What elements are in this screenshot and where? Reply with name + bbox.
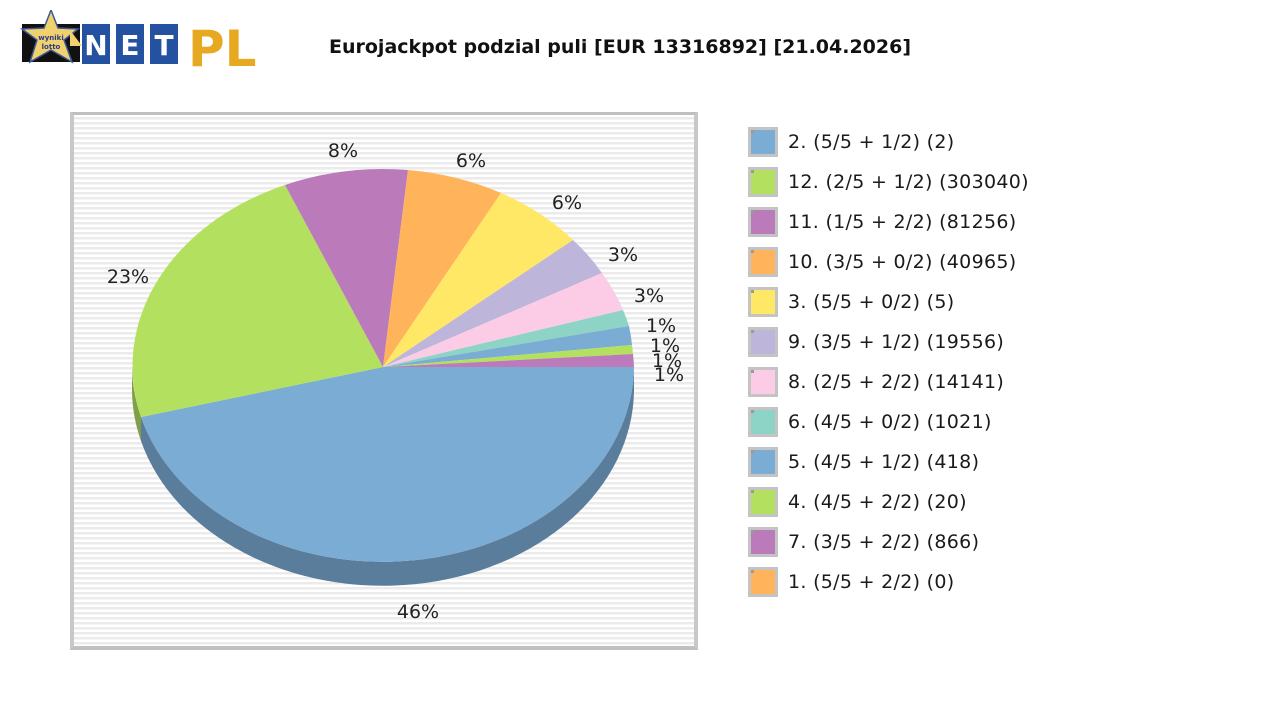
legend-label: 7. (3/5 + 2/2) (866)	[788, 531, 980, 553]
slice-9	[383, 240, 602, 367]
svg-text:wyniki: wyniki	[38, 34, 63, 42]
legend-swatch	[748, 407, 778, 437]
legend-item: 12. (2/5 + 1/2) (303040)	[748, 162, 1029, 202]
legend-item: 8. (2/5 + 2/2) (14141)	[748, 362, 1029, 402]
chart-title: Eurojackpot podzial puli [EUR 13316892] …	[329, 36, 912, 58]
legend-item: 6. (4/5 + 0/2) (1021)	[748, 402, 1029, 442]
legend-swatch	[748, 127, 778, 157]
slice-12	[132, 185, 383, 417]
legend-label: 12. (2/5 + 1/2) (303040)	[788, 171, 1029, 193]
legend-swatch	[748, 527, 778, 557]
svg-text:3%: 3%	[634, 285, 664, 307]
svg-text:T: T	[154, 29, 173, 62]
svg-text:6%: 6%	[456, 150, 486, 172]
slice-5	[383, 326, 632, 367]
legend-swatch	[748, 567, 778, 597]
pie-plot-area: 46% 23% 8% 6% 6% 3% 3% 1% 1% 1% 1%	[70, 112, 698, 650]
legend-item: 11. (1/5 + 2/2) (81256)	[748, 202, 1029, 242]
svg-text:8%: 8%	[328, 140, 358, 162]
legend-label: 2. (5/5 + 1/2) (2)	[788, 131, 955, 153]
svg-text:1%: 1%	[650, 335, 680, 357]
legend-label: 10. (3/5 + 0/2) (40965)	[788, 251, 1017, 273]
legend-item: 9. (3/5 + 1/2) (19556)	[748, 322, 1029, 362]
slice-3	[383, 193, 573, 367]
legend-swatch	[748, 167, 778, 197]
legend-item: 4. (4/5 + 2/2) (20)	[748, 482, 1029, 522]
slice-10	[383, 170, 501, 367]
svg-text:3%: 3%	[608, 244, 638, 266]
slice-2	[141, 367, 634, 562]
legend-item: 5. (4/5 + 1/2) (418)	[748, 442, 1029, 482]
slice-7	[383, 354, 634, 367]
svg-text:N: N	[84, 29, 107, 62]
legend-label: 8. (2/5 + 2/2) (14141)	[788, 371, 1005, 393]
slice-4	[383, 345, 633, 367]
svg-text:1%: 1%	[652, 350, 682, 372]
pie-percent-labels: 46% 23% 8% 6% 6% 3% 3% 1% 1% 1% 1%	[107, 140, 684, 623]
pie-depth	[132, 367, 634, 586]
legend-item: 7. (3/5 + 2/2) (866)	[748, 522, 1029, 562]
svg-text:23%: 23%	[107, 266, 149, 288]
svg-text:lotto: lotto	[42, 43, 61, 51]
legend-item: 2. (5/5 + 1/2) (2)	[748, 122, 1029, 162]
svg-text:1%: 1%	[654, 364, 684, 386]
slice-6	[383, 310, 629, 367]
svg-text:E: E	[120, 29, 139, 62]
netpl-logo[interactable]: wyniki lotto N E T PL	[19, 7, 270, 78]
legend-label: 3. (5/5 + 0/2) (5)	[788, 291, 955, 313]
svg-text:PL: PL	[188, 20, 257, 72]
legend-swatch	[748, 367, 778, 397]
svg-text:6%: 6%	[552, 192, 582, 214]
legend-item: 1. (5/5 + 2/2) (0)	[748, 562, 1029, 602]
chart-legend: 2. (5/5 + 1/2) (2) 12. (2/5 + 1/2) (3030…	[748, 122, 1029, 602]
legend-swatch	[748, 247, 778, 277]
star-icon	[19, 7, 81, 64]
slice-11	[285, 169, 408, 367]
legend-label: 4. (4/5 + 2/2) (20)	[788, 491, 967, 513]
pie-chart: 46% 23% 8% 6% 6% 3% 3% 1% 1% 1% 1%	[107, 140, 684, 623]
legend-swatch	[748, 447, 778, 477]
legend-item: 10. (3/5 + 0/2) (40965)	[748, 242, 1029, 282]
legend-label: 1. (5/5 + 2/2) (0)	[788, 571, 955, 593]
legend-item: 3. (5/5 + 0/2) (5)	[748, 282, 1029, 322]
svg-text:1%: 1%	[646, 315, 676, 337]
legend-swatch	[748, 207, 778, 237]
legend-swatch	[748, 327, 778, 357]
legend-label: 9. (3/5 + 1/2) (19556)	[788, 331, 1005, 353]
legend-label: 5. (4/5 + 1/2) (418)	[788, 451, 980, 473]
slice-8	[383, 273, 623, 367]
svg-text:46%: 46%	[397, 601, 439, 623]
pie-slices	[132, 169, 634, 562]
legend-swatch	[748, 487, 778, 517]
logo-graphic: wyniki lotto N E T PL	[19, 7, 257, 78]
legend-label: 6. (4/5 + 0/2) (1021)	[788, 411, 992, 433]
legend-label: 11. (1/5 + 2/2) (81256)	[788, 211, 1017, 233]
legend-swatch	[748, 287, 778, 317]
